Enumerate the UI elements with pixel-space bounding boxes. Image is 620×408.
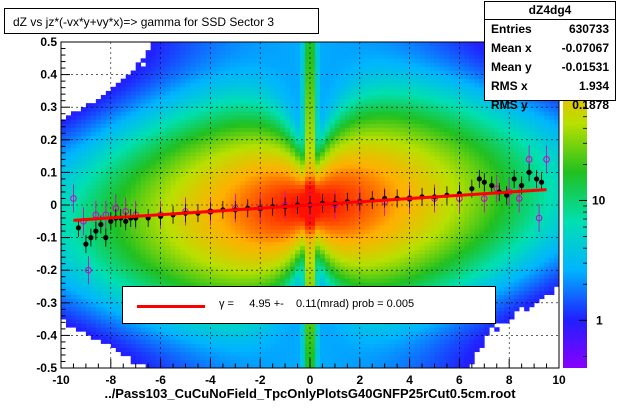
y-tick-label: -0.5 — [36, 361, 57, 375]
y-tick-label: 0.1 — [40, 165, 57, 179]
x-tick-label: -6 — [155, 373, 166, 387]
profile-point — [98, 221, 104, 228]
profile-point — [83, 241, 89, 247]
profile-point — [533, 176, 540, 182]
stats-name: dZ4dg4 — [485, 2, 615, 20]
y-tick-label: -0.4 — [36, 328, 57, 342]
profile-point — [123, 218, 129, 224]
profile-point — [489, 182, 495, 189]
profile-open-point — [481, 195, 488, 202]
stats-label: Mean y — [491, 60, 532, 74]
stats-row-rms-y: RMS y 0.1878 — [485, 96, 615, 115]
plot-title: dZ vs jz*(-vx*y+vy*x)=> gamma for SSD Se… — [4, 8, 319, 34]
stats-label: Entries — [491, 22, 532, 36]
stats-value: 1.934 — [578, 79, 609, 93]
profile-point — [476, 176, 482, 182]
profile-point — [519, 182, 525, 189]
y-tick-label: 0.3 — [40, 100, 57, 114]
profile-point — [504, 192, 510, 198]
fit-line — [73, 188, 547, 222]
profile-point — [526, 169, 532, 175]
y-tick-label: 0.5 — [40, 35, 57, 49]
stats-row-mean-x: Mean x -0.07067 — [485, 39, 615, 58]
profile-point — [93, 228, 99, 234]
x-tick-label: -2 — [255, 373, 266, 387]
x-tick-label: -10 — [52, 373, 70, 387]
x-axis-title: ../Pass103_CuCuNoField_TpcOnlyPlotsG40GN… — [104, 386, 516, 401]
profile-open-point — [85, 266, 92, 274]
profile-open-point — [525, 156, 533, 163]
fit-legend: γ = 4.95 +- 0.11(mrad) prob = 0.005 — [122, 286, 496, 324]
profile-open-point — [535, 214, 543, 222]
profile-point — [538, 179, 545, 185]
x-tick-label: 6 — [456, 373, 463, 387]
y-tick-label: 0 — [50, 198, 57, 212]
x-tick-label: 4 — [406, 373, 413, 387]
stats-row-entries: Entries 630733 — [485, 20, 615, 39]
fit-result: 4.95 +- 0.11(mrad) prob = 0.005 — [249, 298, 415, 310]
x-tick-label: -4 — [205, 373, 216, 387]
x-tick-label: -8 — [105, 373, 116, 387]
profile-point — [88, 235, 94, 241]
y-tick-label: -0.1 — [36, 231, 57, 245]
x-tick-label: 2 — [356, 373, 363, 387]
x-tick-label: 0 — [307, 373, 314, 387]
gamma-symbol: γ = — [219, 298, 234, 310]
profile-open-point — [70, 195, 77, 202]
stats-value: -0.01531 — [561, 60, 609, 74]
color-scale-label: 1 — [596, 313, 603, 327]
x-tick-label: 10 — [552, 373, 566, 387]
profile-point — [469, 186, 475, 192]
y-tick-label: -0.3 — [36, 296, 57, 310]
stats-label: RMS y — [491, 98, 528, 112]
color-scale-label: 10 — [592, 193, 606, 207]
stats-row-rms-x: RMS x 1.934 — [485, 77, 615, 96]
profile-open-point — [515, 195, 523, 202]
fit-legend-line — [137, 305, 205, 308]
stats-label: RMS x — [491, 79, 528, 93]
y-tick-label: 0.2 — [40, 133, 57, 147]
stats-box: dZ4dg4 Entries 630733 Mean x -0.07067 Mean… — [484, 1, 616, 112]
profile-point — [108, 218, 114, 224]
x-tick-label: 8 — [506, 373, 513, 387]
profile-point — [103, 235, 109, 241]
axes: -10 -8 -6 -4 -2 0 2 4 6 8 10 -0.5 -0.4 -0.3 -0.2 -0.1 0 0… — [36, 35, 566, 387]
fit-legend-text: γ = 4.95 +- 0.11(mrad) prob = 0.005 — [219, 298, 414, 310]
stats-value: 630733 — [568, 22, 609, 36]
profile-point — [481, 179, 487, 185]
stats-label: Mean x — [491, 41, 532, 55]
profile-point — [511, 176, 517, 182]
chart-marks — [70, 145, 550, 285]
stats-value: 0.1878 — [572, 98, 609, 112]
stats-value: -0.07067 — [561, 41, 609, 55]
profile-point — [75, 225, 82, 231]
stats-row-mean-y: Mean y -0.01531 — [485, 58, 615, 77]
y-tick-label: 0.4 — [40, 68, 57, 82]
y-tick-label: -0.2 — [36, 263, 57, 277]
profile-open-point — [543, 156, 550, 163]
